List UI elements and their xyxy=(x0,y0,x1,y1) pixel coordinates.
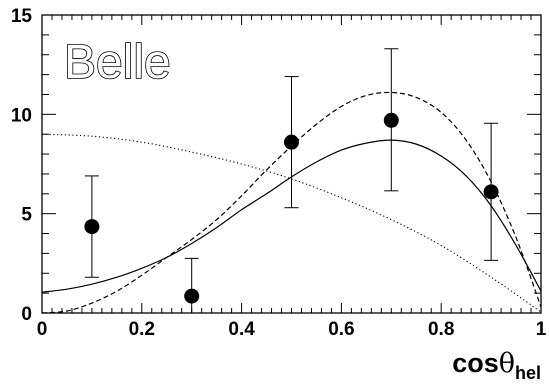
y-tick-label: 15 xyxy=(11,6,33,27)
data-point xyxy=(284,134,299,150)
x-axis-title: cosθhel xyxy=(452,348,541,383)
x-tick-label: 0 xyxy=(37,319,48,340)
x-axis-title-symbol: θ xyxy=(499,348,515,379)
data-point xyxy=(184,288,200,304)
data-point xyxy=(383,112,399,128)
data-point xyxy=(483,184,499,200)
y-tick-labels: 0 5 10 15 xyxy=(11,6,33,325)
y-tick-label: 0 xyxy=(21,304,32,325)
plot-layer xyxy=(41,14,542,314)
y-tick-label: 10 xyxy=(11,105,32,126)
x-axis-title-subscript: hel xyxy=(515,363,541,383)
x-tick-labels: 0 0.2 0.4 0.6 0.8 1 xyxy=(37,319,547,340)
x-tick-label: 0.4 xyxy=(228,319,255,340)
belle-logo: Belle xyxy=(64,36,171,89)
data-point xyxy=(84,219,100,235)
x-tick-label: 0.6 xyxy=(328,319,354,340)
x-tick-label: 0.8 xyxy=(428,319,454,340)
x-tick-label: 0.2 xyxy=(129,319,155,340)
x-tick-label: 1 xyxy=(536,319,547,340)
x-axis-title-main: cos xyxy=(452,348,499,378)
y-tick-label: 5 xyxy=(21,205,32,226)
